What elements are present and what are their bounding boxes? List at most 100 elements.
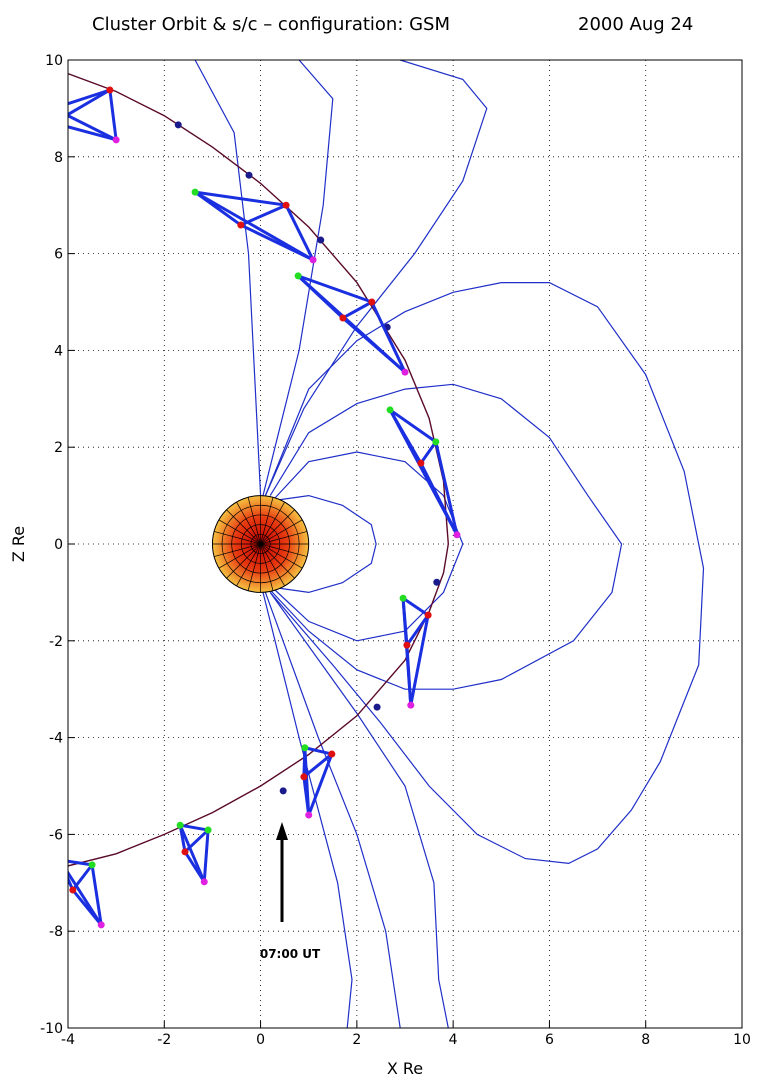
x-tick-label: 8 [641, 1032, 650, 1048]
tetrahedron-edge [68, 875, 75, 891]
tetrahedron-edge [370, 301, 407, 373]
tetrahedron-edge [419, 462, 459, 536]
field-line [274, 451, 464, 642]
spacecraft [56, 857, 63, 864]
spacecraft [50, 105, 57, 112]
earth-meridian [213, 531, 261, 545]
field-line [264, 592, 401, 1028]
earth-meridian [260, 543, 303, 569]
tetrahedron-edge [434, 441, 459, 536]
spacecraft [301, 744, 309, 752]
tetrahedron-edge [304, 746, 333, 756]
field-line [262, 592, 353, 1028]
y-tick-label: 6 [54, 247, 63, 263]
tetrahedron-edge [307, 753, 334, 816]
orbit-marker [317, 236, 325, 244]
field-line [269, 592, 449, 1028]
spacecraft [69, 886, 77, 894]
earth-meridian [260, 509, 295, 545]
tetrahedron-edge [68, 870, 103, 926]
earth-meridian [247, 543, 261, 591]
tetrahedron-edge [240, 223, 314, 262]
spacecraft [176, 821, 184, 829]
tetrahedron-edge [179, 823, 209, 832]
annotation-arrowhead [276, 822, 288, 840]
earth-meridian [260, 543, 285, 587]
tick-layer: -4 -2 0 2 4 6 8 10 -10 -8 -6 -4 -2 0 2 4 6 8 10 [40, 53, 751, 1048]
tetrahedron-edge [68, 113, 117, 142]
chart-title: Cluster Orbit & s/c – configuration: GSM [92, 14, 450, 35]
spacecraft [191, 188, 199, 196]
spacecraft [403, 641, 411, 649]
earth-meridian [236, 543, 261, 587]
earth-meridian [260, 501, 285, 545]
spacecraft [368, 298, 376, 306]
field-line [194, 60, 262, 496]
y-tick-label: 0 [54, 537, 63, 553]
orbit-marker [373, 703, 381, 711]
x-tick-label: -2 [157, 1032, 171, 1048]
spacecraft [386, 406, 394, 414]
spacecraft [106, 86, 114, 94]
y-tick-label: -10 [40, 1021, 63, 1037]
earth-meridian [260, 543, 295, 579]
tetrahedron-edge [402, 596, 429, 617]
spacecraft [88, 861, 96, 869]
earth [211, 495, 310, 593]
tetrahedron-edge [183, 828, 210, 853]
spacecraft [339, 314, 347, 322]
tetrahedron-edge [108, 89, 118, 141]
tetrahedron-edge [389, 408, 437, 444]
tetrahedron-edge [178, 824, 206, 883]
field-line [264, 282, 705, 865]
orbit-marker [174, 121, 182, 129]
earth-meridian [226, 509, 261, 545]
earth-meridian [260, 543, 274, 591]
x-tick-label: 0 [256, 1032, 265, 1048]
tetrahedron-edge [419, 441, 438, 465]
y-tick-label: 4 [54, 343, 63, 359]
tetrahedron-edge [302, 752, 333, 778]
tetrahedron-edge [194, 190, 287, 207]
y-tick-label: -6 [49, 827, 63, 843]
earth-meridian [213, 543, 261, 557]
tetrahedron-edge [183, 851, 206, 883]
y-tick-label: 8 [54, 150, 63, 166]
spacecraft [407, 701, 415, 709]
spacecraft [453, 531, 461, 539]
tetrahedron-edge [297, 274, 373, 304]
tetrahedron-edge [342, 300, 373, 320]
spacecraft [112, 136, 120, 144]
spacecraft [294, 272, 302, 280]
earth-meridian [226, 543, 261, 579]
orbit-marker [433, 578, 441, 586]
spacecraft [424, 611, 432, 619]
field-line [274, 494, 377, 594]
spacecraft [181, 848, 189, 856]
tetrahedron-edge [405, 645, 413, 706]
spacecraft [432, 438, 440, 446]
spacecraft [309, 256, 317, 264]
spacecraft [401, 368, 409, 376]
x-tick-label: 2 [352, 1032, 361, 1048]
earth-meridian [260, 543, 308, 557]
spacecraft [200, 878, 208, 886]
earth-meridian [247, 497, 261, 545]
y-tick-label: 10 [45, 53, 63, 69]
tetrahedron-edge [284, 204, 315, 261]
plot-area [68, 60, 742, 1028]
y-tick-label: -4 [49, 731, 63, 747]
data-layer [50, 60, 705, 1028]
field-line [269, 383, 623, 690]
tetrahedron-edge [68, 88, 111, 106]
x-tick-label: 10 [733, 1032, 751, 1048]
tetrahedron-edge [68, 88, 111, 117]
field-line [262, 60, 334, 496]
orbit-marker [245, 171, 253, 179]
annotation: 07:00 UT [260, 947, 321, 961]
tetrahedron-edge [341, 316, 406, 374]
orbit-marker [279, 787, 287, 795]
chart-date: 2000 Aug 24 [578, 14, 693, 35]
x-axis-label: X Re [387, 1059, 423, 1078]
earth-meridian [260, 497, 274, 545]
